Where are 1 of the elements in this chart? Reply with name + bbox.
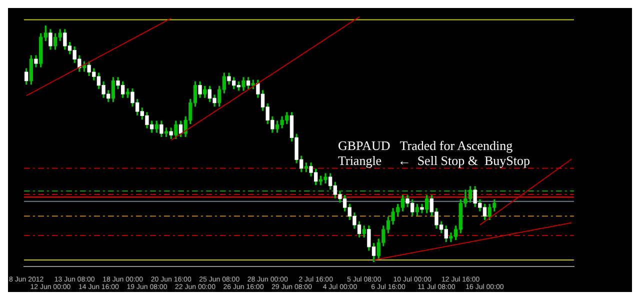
annotation: GBPAUD Traded for Ascending Triangle ← Sell Stop & BuyStop bbox=[338, 138, 530, 168]
